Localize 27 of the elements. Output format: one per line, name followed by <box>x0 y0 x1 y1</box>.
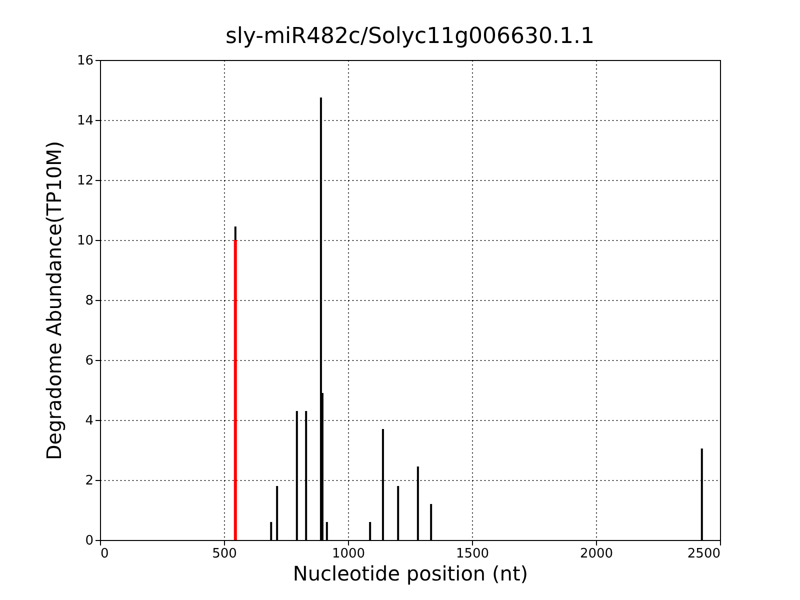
y-tick-label: 14 <box>76 114 94 128</box>
bar <box>234 240 237 540</box>
x-axis-title: Nucleotide position (nt) <box>292 562 528 586</box>
bar <box>296 411 298 540</box>
y-tick-label: 12 <box>76 174 94 188</box>
bar <box>430 504 432 540</box>
y-tick-label: 8 <box>85 294 94 308</box>
bar <box>320 98 322 540</box>
y-tick-label: 10 <box>76 234 94 248</box>
chart-title: sly-miR482c/Solyc11g006630.1.1 <box>225 24 595 49</box>
bar <box>397 486 400 540</box>
x-tick-label: 1500 <box>456 546 490 562</box>
y-tick-label: 0 <box>85 534 94 548</box>
y-tick-label: 4 <box>85 414 94 428</box>
bar <box>270 522 272 540</box>
x-tick-label: 0 <box>100 546 109 562</box>
y-tick-label: 6 <box>85 354 94 368</box>
x-tick-label: 500 <box>212 546 237 562</box>
x-tick-label: 2000 <box>580 546 614 562</box>
y-axis-title: Degradome Abundance(TP10M) <box>42 140 66 460</box>
x-tick-label: 1000 <box>332 546 366 562</box>
bar <box>276 486 278 540</box>
y-tick-label: 16 <box>76 54 94 68</box>
bar <box>369 522 372 540</box>
bar <box>326 522 328 540</box>
y-tick-label: 2 <box>85 474 94 488</box>
x-tick-label: 2500 <box>687 546 720 562</box>
